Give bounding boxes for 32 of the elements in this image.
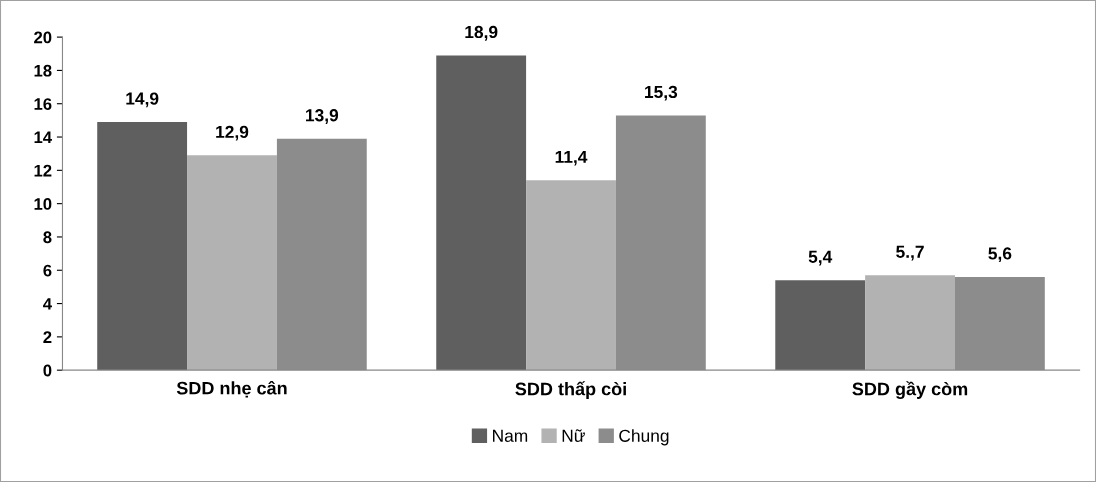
data-label: 15,3 — [645, 85, 678, 101]
data-label: 12,9 — [216, 125, 249, 141]
data-label: 5.,7 — [896, 245, 924, 261]
y-tick-label: 6 — [43, 264, 52, 277]
y-tick-label: 4 — [43, 298, 52, 310]
data-label: 13,9 — [306, 109, 339, 124]
y-tick-label: 10 — [34, 198, 52, 210]
y-tick-label: 20 — [34, 31, 52, 44]
legend-label: Nữ — [562, 429, 585, 442]
legend-label: Chung — [619, 429, 669, 446]
bar — [865, 275, 955, 371]
x-tick-label: SDD thấp còi — [515, 381, 626, 399]
bar — [775, 280, 866, 371]
data-label: 5,4 — [808, 250, 833, 266]
y-tick-label: 14 — [34, 131, 52, 144]
bar — [97, 122, 188, 371]
y-tick-label: 8 — [43, 231, 52, 244]
y-tick-label: 18 — [34, 64, 52, 77]
x-tick-label: SDD gầy còm — [852, 381, 968, 399]
y-tick-label: 16 — [34, 98, 52, 110]
data-label: 14,9 — [126, 92, 159, 108]
data-label: 5,6 — [988, 247, 1012, 263]
bar — [436, 55, 527, 371]
y-tick-label: 12 — [34, 164, 52, 177]
bar — [187, 155, 277, 371]
legend-label: Nam — [493, 429, 528, 442]
y-tick-label: 0 — [43, 364, 52, 377]
data-label: 11,4 — [555, 150, 588, 166]
bar — [526, 180, 616, 371]
y-tick-label: 2 — [43, 331, 52, 343]
x-tick-label: SDD nhẹ cân — [176, 380, 287, 398]
data-label: 18,9 — [465, 25, 498, 41]
